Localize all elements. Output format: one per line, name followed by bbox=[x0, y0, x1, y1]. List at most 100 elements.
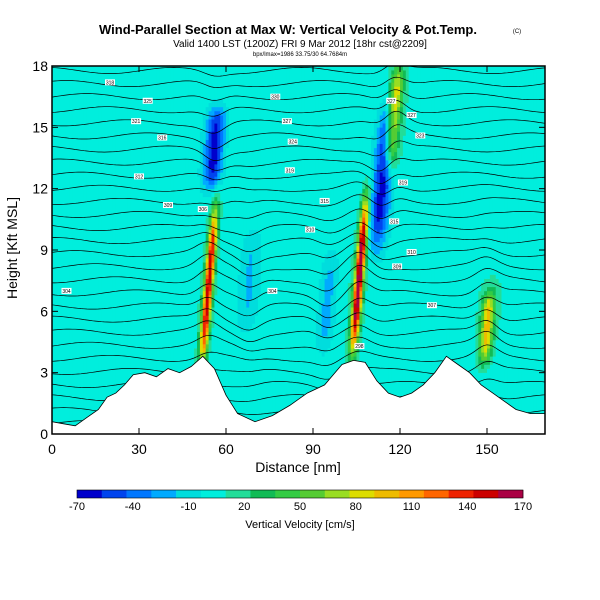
heat-cell bbox=[208, 303, 212, 308]
y-tick-label: 0 bbox=[40, 426, 48, 442]
heat-cell bbox=[388, 151, 392, 161]
theta-contour-line bbox=[52, 99, 545, 117]
heat-cell bbox=[75, 66, 79, 434]
heat-cell bbox=[199, 66, 204, 132]
heat-cell bbox=[223, 110, 227, 144]
heat-cell bbox=[391, 176, 395, 218]
heat-cell bbox=[379, 217, 384, 230]
heat-cell bbox=[402, 66, 407, 71]
heat-cell bbox=[385, 66, 389, 112]
heat-cell bbox=[223, 176, 227, 434]
heat-cell bbox=[133, 66, 137, 434]
heat-cell bbox=[353, 335, 357, 341]
heat-cell bbox=[202, 299, 207, 304]
heat-cell bbox=[223, 143, 227, 177]
heat-cell bbox=[492, 294, 497, 320]
heat-cell bbox=[202, 307, 207, 316]
colorbar-tick-label: 80 bbox=[350, 501, 362, 513]
heat-cell bbox=[478, 66, 482, 292]
heat-cell bbox=[356, 258, 360, 263]
heat-cell bbox=[484, 299, 488, 304]
heat-cell bbox=[217, 66, 221, 100]
colorbar-tick-label: 20 bbox=[238, 501, 250, 513]
heat-cell bbox=[356, 327, 360, 333]
heat-cell bbox=[353, 348, 357, 353]
heat-cell bbox=[394, 74, 398, 79]
heat-cell bbox=[208, 110, 212, 120]
contour-label-bg bbox=[426, 302, 437, 309]
heat-cell bbox=[484, 364, 488, 373]
heat-cell bbox=[388, 237, 392, 434]
heat-cell bbox=[347, 335, 352, 353]
heat-cell bbox=[153, 66, 157, 434]
y-tick-label: 9 bbox=[40, 242, 48, 258]
heat-cell bbox=[336, 282, 340, 434]
heat-cell bbox=[373, 147, 378, 173]
heat-cell bbox=[489, 299, 494, 308]
heat-cell bbox=[385, 188, 389, 214]
heat-cell bbox=[484, 344, 488, 353]
heat-cell bbox=[208, 119, 212, 132]
contour-label: 327 bbox=[283, 119, 292, 125]
heat-cell bbox=[188, 66, 192, 434]
heat-cell bbox=[365, 188, 369, 198]
heat-cell bbox=[362, 205, 366, 210]
heat-cell bbox=[484, 66, 488, 279]
heat-cell bbox=[211, 196, 215, 202]
contour-label-bg bbox=[281, 118, 292, 125]
heat-cell bbox=[205, 254, 210, 259]
contour-label: 327 bbox=[407, 113, 416, 119]
heat-cell bbox=[391, 155, 395, 161]
heat-cell bbox=[197, 168, 201, 177]
heat-cell bbox=[489, 290, 494, 296]
heat-cell bbox=[397, 106, 401, 120]
heat-cell bbox=[324, 254, 328, 279]
heat-cell bbox=[498, 319, 502, 434]
heat-cell bbox=[202, 66, 207, 116]
heat-cell bbox=[382, 176, 386, 198]
heat-cell bbox=[327, 270, 331, 328]
heat-cell bbox=[205, 241, 210, 247]
heat-cell bbox=[208, 66, 212, 104]
heat-cell bbox=[397, 131, 401, 149]
heat-cell bbox=[359, 323, 363, 333]
heat-cell bbox=[339, 66, 343, 434]
heat-cell bbox=[362, 196, 366, 202]
heat-cell bbox=[478, 331, 482, 357]
heat-cell bbox=[211, 184, 215, 189]
heat-cell bbox=[487, 66, 491, 279]
heat-cell bbox=[362, 66, 366, 181]
heat-cell bbox=[304, 66, 308, 434]
contour-label-bg bbox=[270, 93, 281, 100]
heat-cell bbox=[211, 172, 215, 181]
heat-cell bbox=[368, 221, 372, 243]
heat-cell bbox=[124, 66, 128, 434]
heat-cell bbox=[353, 339, 357, 345]
heat-cell bbox=[359, 307, 363, 312]
heat-cell bbox=[489, 274, 494, 288]
heat-cell bbox=[391, 74, 395, 83]
heat-cell bbox=[208, 237, 212, 243]
heat-cell bbox=[150, 66, 154, 434]
heat-cell bbox=[199, 315, 204, 324]
heat-cell bbox=[217, 160, 221, 173]
heat-cell bbox=[202, 315, 207, 337]
heat-cell bbox=[400, 106, 404, 124]
heat-cell bbox=[356, 254, 360, 259]
heat-cell bbox=[368, 66, 372, 185]
heat-cell bbox=[214, 192, 218, 198]
theta-contour-line bbox=[52, 194, 545, 207]
y-tick-label: 6 bbox=[40, 303, 48, 319]
heat-cell bbox=[115, 66, 120, 434]
contour-label-bg bbox=[61, 287, 72, 294]
heat-cell bbox=[315, 66, 320, 312]
heat-cell bbox=[426, 66, 430, 434]
heat-cell bbox=[208, 168, 212, 181]
colorbar-segment bbox=[151, 490, 177, 498]
colorbar-segment bbox=[250, 490, 276, 498]
heat-cell bbox=[359, 217, 363, 222]
heat-cell bbox=[139, 66, 143, 434]
heat-cell bbox=[359, 237, 363, 243]
heat-cell bbox=[205, 352, 210, 361]
heat-cell bbox=[208, 184, 212, 189]
